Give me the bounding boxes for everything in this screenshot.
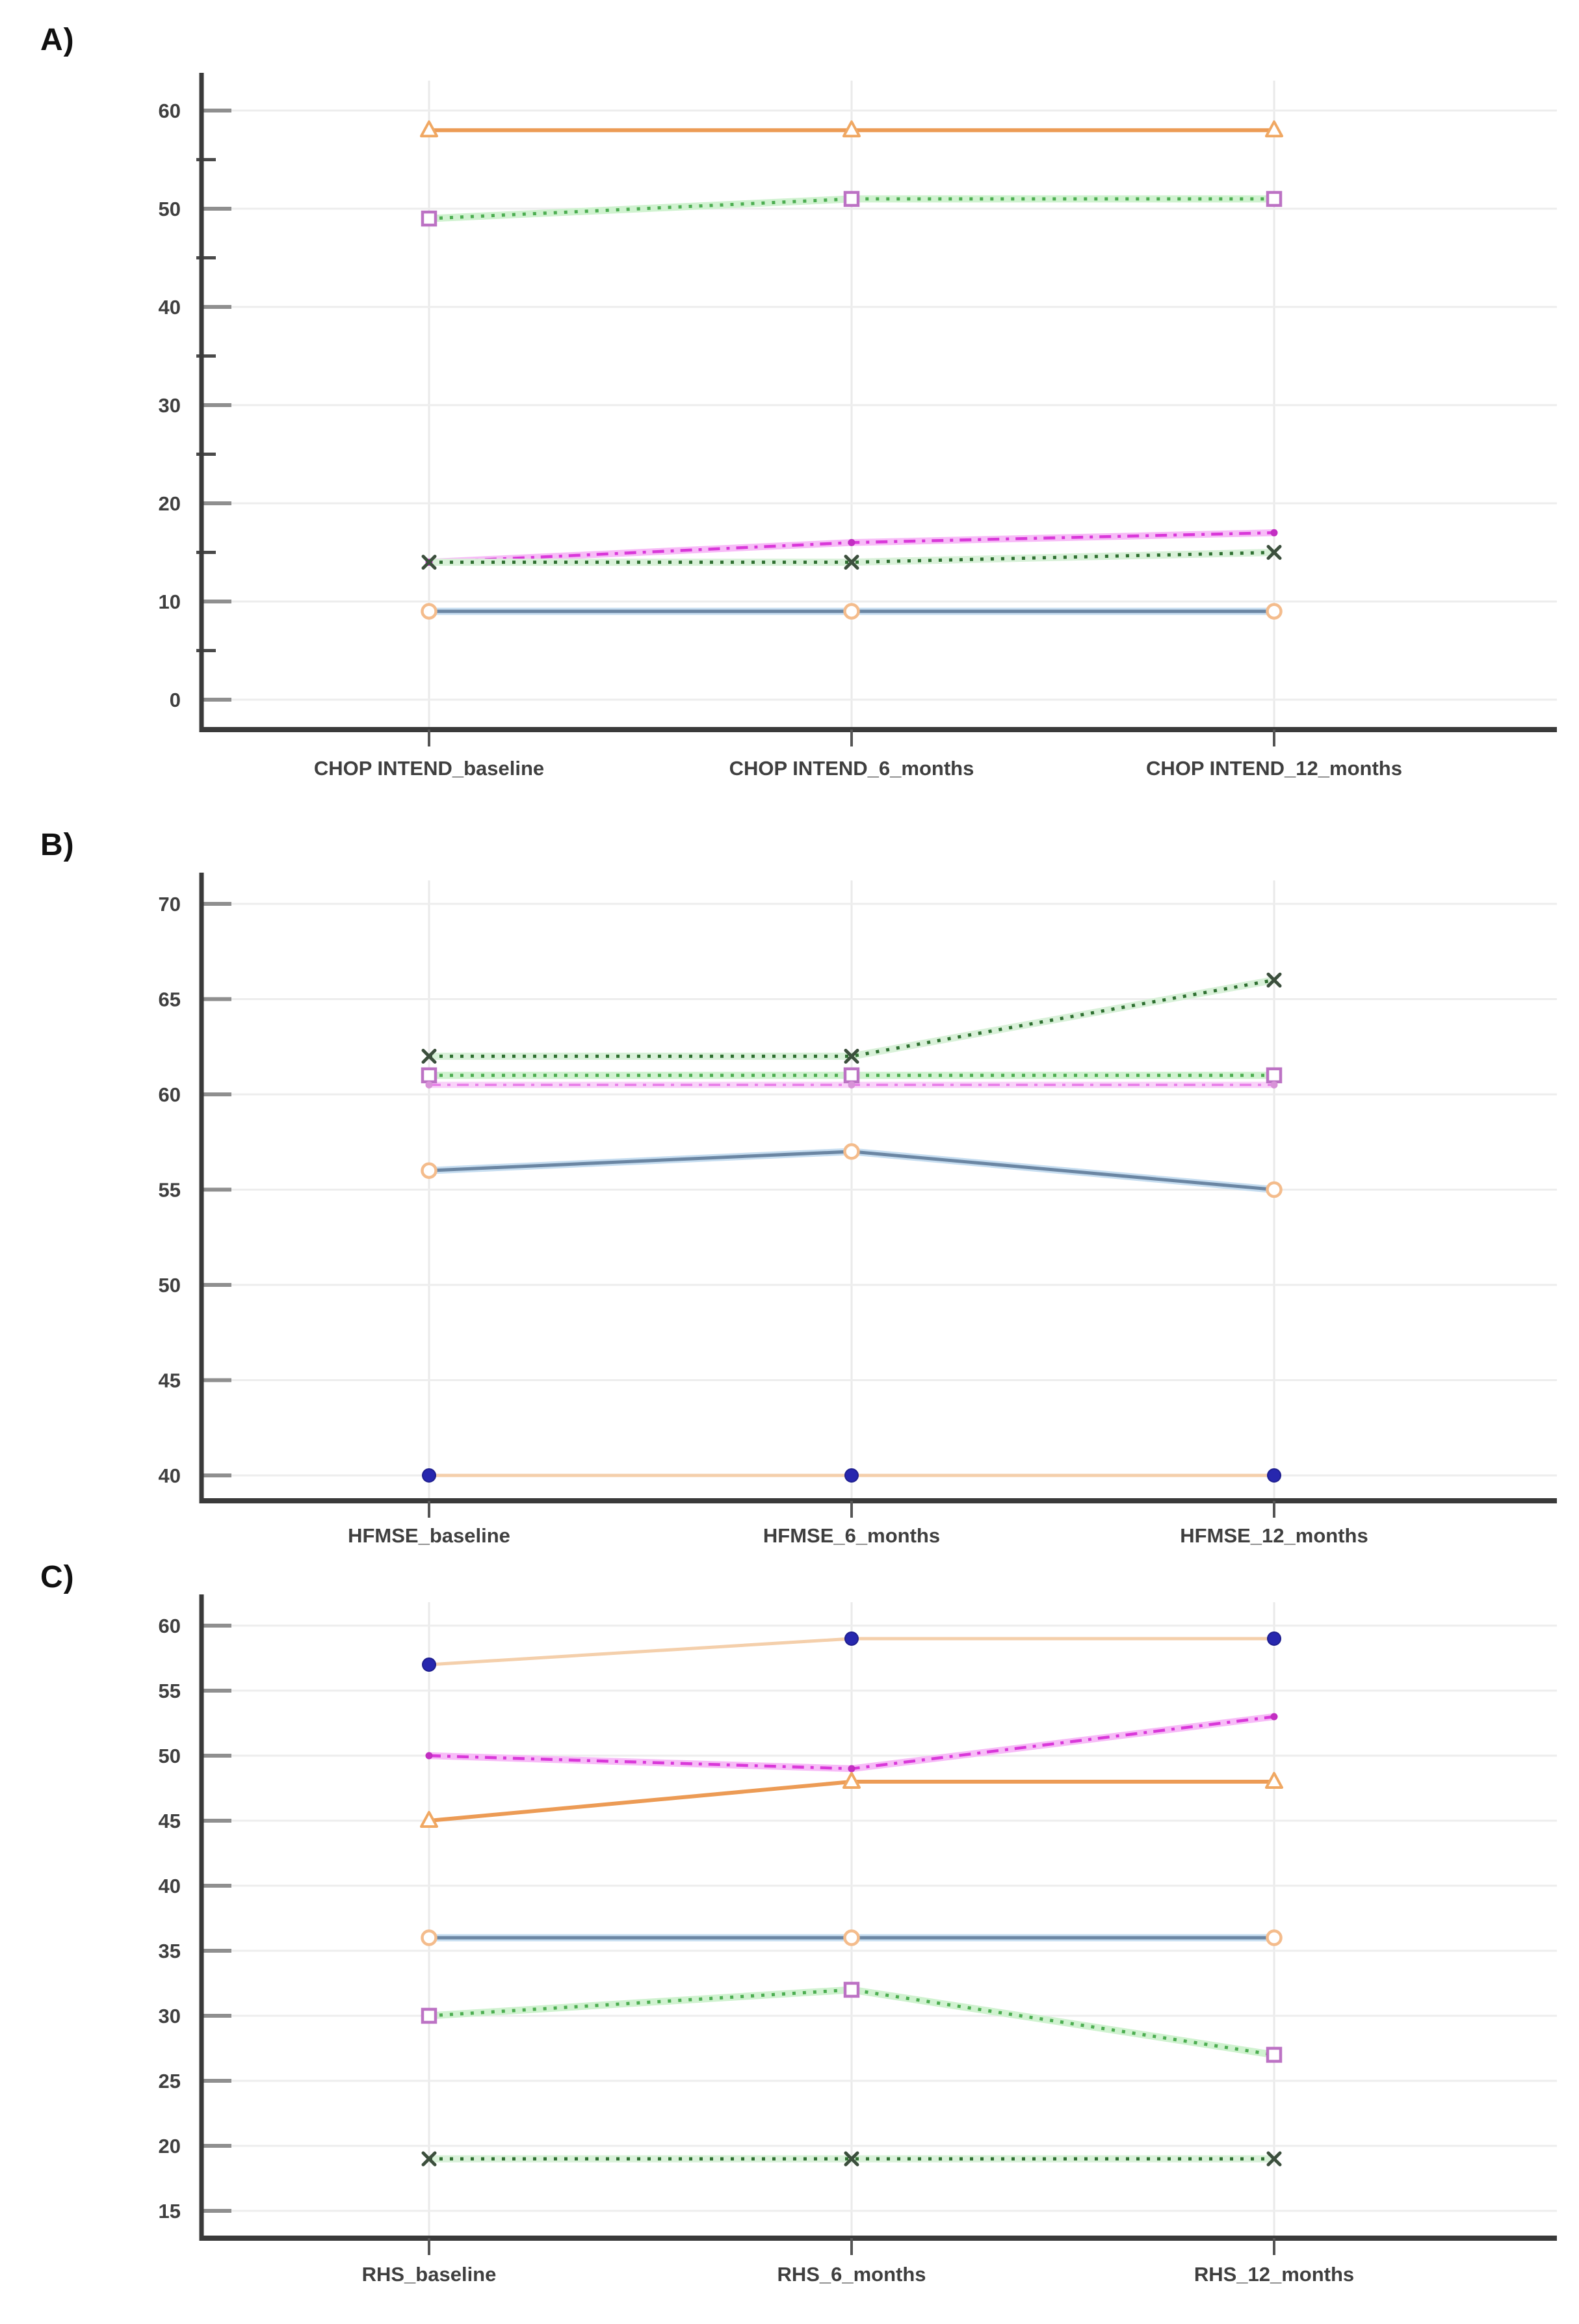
y-tick-label: 30 [159,2005,181,2027]
chart-B-hfmse: 40 45 50 55 60 65 70 HFMSE_baseline HFMSE_6_mont… [159,873,1557,1547]
green-dashed-pink-square-patient-marker [421,1067,437,1083]
orange-triangle-patient-marker [420,1811,438,1828]
blue-orange-circle-patient-marker [1266,603,1283,620]
magenta-dashdot-patient-marker [1270,529,1278,536]
green-dashed-pink-square-patient-marker [1266,1067,1283,1083]
y-tick-label: 50 [159,1274,181,1297]
green-dashed-pink-square-patient-marker [1266,191,1283,207]
y-tick-label: 45 [159,1810,181,1832]
x-tick-label: HFMSE_12_months [1180,1524,1368,1547]
y-tick-label: 40 [159,1875,181,1897]
panel-C: C) 15 20 25 30 35 40 45 50 55 60 RHS_baseline RHS_6… [0,1554,1579,2324]
magenta-dashdot-patient-marker [1270,1713,1278,1721]
green-dashed-pink-square-patient-marker [843,191,860,207]
x-tick-label: RHS_12_months [1194,2263,1354,2286]
panel-B-label: B) [40,828,75,862]
blue-orange-circle-patient-marker [843,1143,860,1160]
navy-dot-peach-line-patient-marker [844,1468,859,1483]
blue-orange-circle-patient-marker [1266,1929,1283,1946]
navy-dot-peach-line-patient-marker [1267,1468,1281,1483]
y-tick-label: 25 [159,2070,181,2093]
x-tick-label: RHS_6_months [777,2263,926,2286]
orange-triangle-patient-marker [1265,1772,1283,1789]
magenta-dashdot-patient-marker [425,1752,433,1760]
blue-orange-circle-patient-marker [843,603,860,620]
y-tick-label: 30 [159,394,181,417]
y-tick-label: 20 [159,492,181,515]
orange-triangle-patient-marker [420,120,438,138]
y-tick-label: 35 [159,1940,181,1962]
navy-dot-peach-line-patient-marker [844,1631,859,1646]
y-tick-label: 40 [159,1464,181,1487]
blue-orange-circle-patient-marker [421,603,437,620]
x-tick-label: HFMSE_6_months [763,1524,940,1547]
y-tick-label: 55 [159,1680,181,1702]
navy-dot-peach-line-patient-marker [1267,1631,1281,1646]
green-dashed-pink-square-patient-marker [421,2007,437,2024]
blue-orange-circle-patient-marker [1266,1181,1283,1198]
darkgreen-x-patient-marker [1266,972,1282,988]
x-tick-label: CHOP INTEND_12_months [1146,757,1402,780]
orange-triangle-patient-marker [1265,120,1283,138]
y-tick-label: 50 [159,198,181,220]
blue-orange-circle-patient-marker [843,1929,860,1946]
y-tick-label: 60 [159,1083,181,1106]
x-tick-label: CHOP INTEND_6_months [729,757,974,780]
darkgreen-x-patient-line [429,978,1275,1058]
panel-A-label: A) [40,23,75,57]
x-tick-label: RHS_baseline [362,2263,497,2286]
chart-C-rhs: 15 20 25 30 35 40 45 50 55 60 RHS_baseline RHS_6_mo… [159,1594,1557,2286]
y-tick-label: 55 [159,1179,181,1202]
darkgreen-x-patient-marker [1266,545,1282,560]
darkgreen-x-patient-marker [421,2151,437,2167]
orange-triangle-patient-marker [842,1772,861,1789]
darkgreen-x-patient-marker [844,2151,859,2167]
magenta-dashdot-patient-marker [425,1081,433,1089]
y-tick-label: 20 [159,2135,181,2158]
panel-A: A) 0 10 20 30 40 50 60 CHOP INTEND_baseline CHOP… [0,0,1579,813]
magenta-dashdot-patient-marker [848,538,855,546]
y-tick-label: 45 [159,1369,181,1392]
green-dashed-pink-square-patient-marker [1266,2046,1283,2063]
y-tick-label: 10 [159,590,181,613]
panel-B: B) 40 45 50 55 60 65 70 HFMSE_baseline HFMSE_6_m… [0,813,1579,1554]
green-dashed-pink-square-patient-line [428,1988,1275,2057]
chart-A-chop-intend: 0 10 20 30 40 50 60 CHOP INTEND_baseline CHOP IN… [159,73,1557,780]
darkgreen-x-patient-marker [421,1048,437,1064]
darkgreen-x-patient-marker [844,555,859,570]
x-tick-label: CHOP INTEND_baseline [314,757,544,780]
y-tick-label: 0 [170,689,181,711]
darkgreen-x-patient-marker [1266,2151,1282,2167]
green-dashed-pink-square-patient-marker [421,210,437,227]
navy-dot-peach-line-patient-marker [422,1657,436,1672]
y-tick-label: 50 [159,1745,181,1767]
y-tick-label: 60 [159,1615,181,1637]
darkgreen-x-patient-marker [421,555,437,570]
panel-C-label: C) [40,1560,75,1594]
y-tick-label: 70 [159,893,181,916]
blue-orange-circle-patient-marker [421,1162,437,1179]
green-dashed-pink-square-patient-marker [843,1067,860,1083]
y-tick-label: 40 [159,296,181,319]
orange-triangle-patient-marker [842,120,861,138]
green-dashed-pink-square-patient-marker [843,1981,860,1998]
y-tick-label: 15 [159,2200,181,2223]
magenta-dashdot-patient-marker [1270,1081,1278,1089]
x-tick-label: HFMSE_baseline [348,1524,510,1547]
y-tick-label: 60 [159,99,181,122]
blue-orange-circle-patient-marker [421,1929,437,1946]
darkgreen-x-patient-marker [844,1048,859,1064]
navy-dot-peach-line-patient-marker [422,1468,436,1483]
y-tick-label: 65 [159,988,181,1011]
magenta-dashdot-patient-marker [848,1081,855,1089]
magenta-dashdot-patient-marker [848,1765,855,1773]
